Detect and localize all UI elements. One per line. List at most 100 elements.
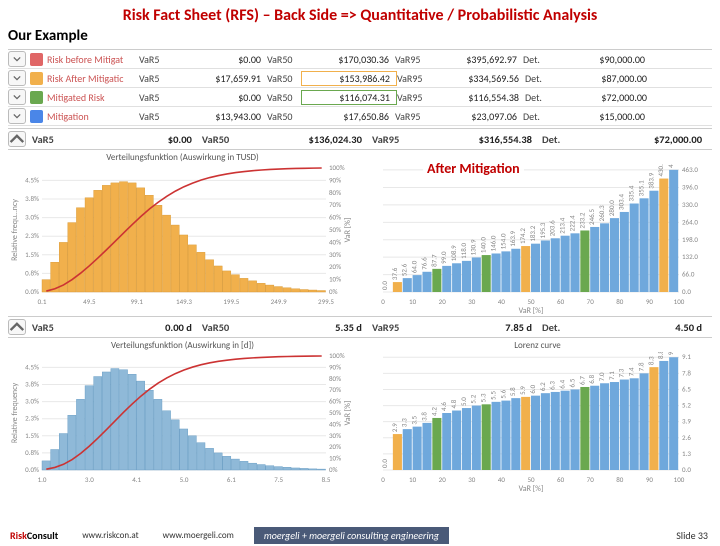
svg-text:5.2: 5.2 <box>682 401 691 410</box>
svg-text:0%: 0% <box>329 465 338 474</box>
svg-text:3.8%: 3.8% <box>25 194 39 203</box>
svg-text:3.3: 3.3 <box>400 418 409 427</box>
svg-text:80: 80 <box>616 297 624 306</box>
svg-text:335.4: 335.4 <box>627 185 636 201</box>
svg-text:7.8: 7.8 <box>636 362 645 371</box>
table-row: Risk before MitigatVaR5$0.00VaR50$170,03… <box>8 50 712 69</box>
svg-text:195.3: 195.3 <box>538 222 547 238</box>
cell-key: VaR50 <box>267 53 301 66</box>
cell-val: $116,554.38 <box>431 91 525 104</box>
svg-text:40%: 40% <box>329 419 341 428</box>
svg-text:0%: 0% <box>329 287 338 296</box>
cell-key: VaR95 <box>397 72 431 85</box>
summary-row-2: VaR50.00 dVaR505.35 dVaR957.85 dDet.4.50… <box>8 316 712 338</box>
cell-val: $116,074.31 <box>301 90 397 105</box>
svg-text:1.3: 1.3 <box>682 449 691 458</box>
svg-text:80: 80 <box>616 475 624 484</box>
svg-text:8.8: 8.8 <box>656 352 665 359</box>
svg-text:4.5%: 4.5% <box>25 362 39 371</box>
svg-text:183.2: 183.2 <box>528 225 537 241</box>
cell-val: $316,554.38 <box>417 133 542 146</box>
page-subtitle: Our Example <box>8 27 720 45</box>
chevron-down-icon[interactable] <box>8 108 26 124</box>
svg-text:60%: 60% <box>329 213 341 222</box>
svg-text:0.8%: 0.8% <box>25 268 39 277</box>
cell-key: VaR95 <box>395 110 429 123</box>
svg-text:5.2: 5.2 <box>469 394 478 403</box>
svg-text:9.1: 9.1 <box>666 352 675 355</box>
after-mitigation-label: After Mitigation <box>423 160 524 177</box>
svg-text:0: 0 <box>381 475 385 484</box>
chevron-down-icon[interactable] <box>8 51 26 67</box>
svg-text:146.0: 146.0 <box>488 235 497 251</box>
svg-text:163.9: 163.9 <box>508 230 517 246</box>
svg-text:20: 20 <box>439 297 447 306</box>
svg-text:10%: 10% <box>329 454 341 463</box>
svg-text:430.0: 430.0 <box>656 164 665 177</box>
svg-text:100%: 100% <box>329 164 345 172</box>
chart-title: Lorenz curve <box>363 340 712 352</box>
svg-text:80%: 80% <box>329 188 341 197</box>
svg-text:6.5: 6.5 <box>567 378 576 387</box>
svg-text:6.3: 6.3 <box>548 381 557 390</box>
svg-text:90%: 90% <box>329 362 341 371</box>
cell-val: 0.00 d <box>77 321 202 334</box>
svg-text:198.0: 198.0 <box>682 235 698 244</box>
svg-text:383.9: 383.9 <box>646 172 655 188</box>
cell-key: Det. <box>523 110 557 123</box>
svg-text:7.4: 7.4 <box>627 367 636 376</box>
svg-text:246.5: 246.5 <box>587 209 596 225</box>
svg-text:7.0: 7.0 <box>597 372 606 381</box>
svg-text:6.4: 6.4 <box>558 379 567 388</box>
cell-val: $17,659.91 <box>173 72 267 85</box>
footer: RiskConsult www.riskcon.at www.moergeli.… <box>0 524 720 546</box>
svg-text:303.4: 303.4 <box>617 194 626 210</box>
svg-text:3.0%: 3.0% <box>25 213 39 222</box>
svg-text:264.0: 264.0 <box>682 217 698 226</box>
cell-val: $395,692.97 <box>429 53 523 66</box>
footer-url-1: www.riskcon.at <box>82 530 138 541</box>
svg-text:87.7: 87.7 <box>429 254 438 267</box>
dist-chart-1: Verteilungsfunktion (Auswirkung in TUSD)… <box>8 152 357 314</box>
cell-val: $23,097.06 <box>429 110 523 123</box>
cell-key: VaR50 <box>267 91 301 104</box>
cell-key: VaR50 <box>267 72 301 85</box>
cell-key: VaR50 <box>202 133 247 146</box>
svg-text:10: 10 <box>409 297 417 306</box>
svg-text:66.0: 66.0 <box>682 270 695 279</box>
svg-text:3.8%: 3.8% <box>25 380 39 389</box>
chart-title: Verteilungsfunktion (Auswirkung in TUSD) <box>8 152 357 164</box>
chevron-up-icon[interactable] <box>8 319 26 335</box>
svg-text:70: 70 <box>587 475 595 484</box>
svg-text:4.1: 4.1 <box>132 475 141 484</box>
cell-key: Det. <box>525 72 559 85</box>
svg-text:7.5: 7.5 <box>274 475 283 484</box>
cell-val: $13,943.00 <box>173 110 267 123</box>
svg-text:99.0: 99.0 <box>439 251 448 264</box>
svg-text:280.0: 280.0 <box>607 200 616 216</box>
cell-key: Det. <box>523 53 557 66</box>
svg-text:70%: 70% <box>329 200 341 209</box>
svg-text:222.4: 222.4 <box>567 215 576 231</box>
footer-url-2: www.moergeli.com <box>163 530 234 541</box>
svg-text:213.4: 213.4 <box>558 217 567 233</box>
svg-text:50%: 50% <box>329 225 341 234</box>
svg-text:118.0: 118.0 <box>459 242 468 258</box>
cell-key: VaR5 <box>32 133 77 146</box>
svg-text:4.2: 4.2 <box>429 407 438 416</box>
svg-text:20: 20 <box>439 475 447 484</box>
chevron-down-icon[interactable] <box>8 89 26 105</box>
chevron-down-icon[interactable] <box>8 70 26 86</box>
svg-text:5.6: 5.6 <box>498 389 507 398</box>
svg-text:132.0: 132.0 <box>682 252 698 261</box>
svg-text:30%: 30% <box>329 250 341 259</box>
cell-val: $334,569.56 <box>431 72 525 85</box>
svg-text:174.2: 174.2 <box>518 228 527 244</box>
svg-text:20%: 20% <box>329 442 341 451</box>
chevron-up-icon[interactable] <box>8 131 26 147</box>
svg-text:5.3: 5.3 <box>479 393 488 402</box>
dist-chart-2: Verteilungsfunktion (Auswirkung in [d]) … <box>8 340 357 492</box>
svg-text:203.6: 203.6 <box>548 220 557 236</box>
svg-text:0.0: 0.0 <box>380 459 389 468</box>
svg-text:299.5: 299.5 <box>318 297 334 306</box>
